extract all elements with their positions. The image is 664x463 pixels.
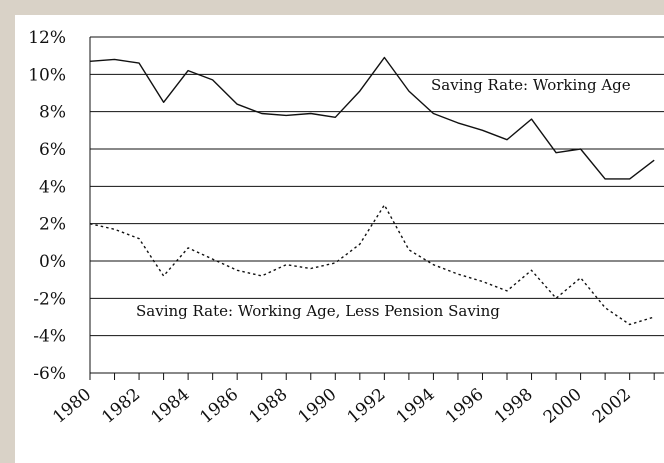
y-tick-label: -4% (33, 327, 66, 347)
y-tick-label: -6% (33, 364, 66, 384)
plot-background (15, 15, 664, 463)
series-label-working-age: Saving Rate: Working Age (431, 76, 631, 94)
y-tick-label: 4% (39, 177, 66, 197)
y-tick-label: 10% (28, 65, 66, 85)
y-tick-label: 0% (39, 252, 66, 272)
y-tick-label: 2% (39, 215, 66, 235)
series-label-less-pension: Saving Rate: Working Age, Less Pension S… (136, 302, 500, 320)
y-tick-label: 8% (39, 103, 66, 123)
series-lines (89, 56, 655, 326)
y-tick-label: 6% (39, 140, 66, 160)
y-axis-tick-labels: 12% 10% 8% 6% 4% 2% 0% -2% -4% -6% (28, 28, 66, 384)
series-labels: Saving Rate: Working Age Saving Rate: Wo… (136, 76, 631, 320)
y-tick-label: 12% (28, 28, 66, 48)
y-tick-label: -2% (33, 289, 66, 309)
grid-lines (89, 36, 664, 380)
series-line-less-pension (89, 204, 655, 326)
series-line-working-age (89, 56, 655, 180)
